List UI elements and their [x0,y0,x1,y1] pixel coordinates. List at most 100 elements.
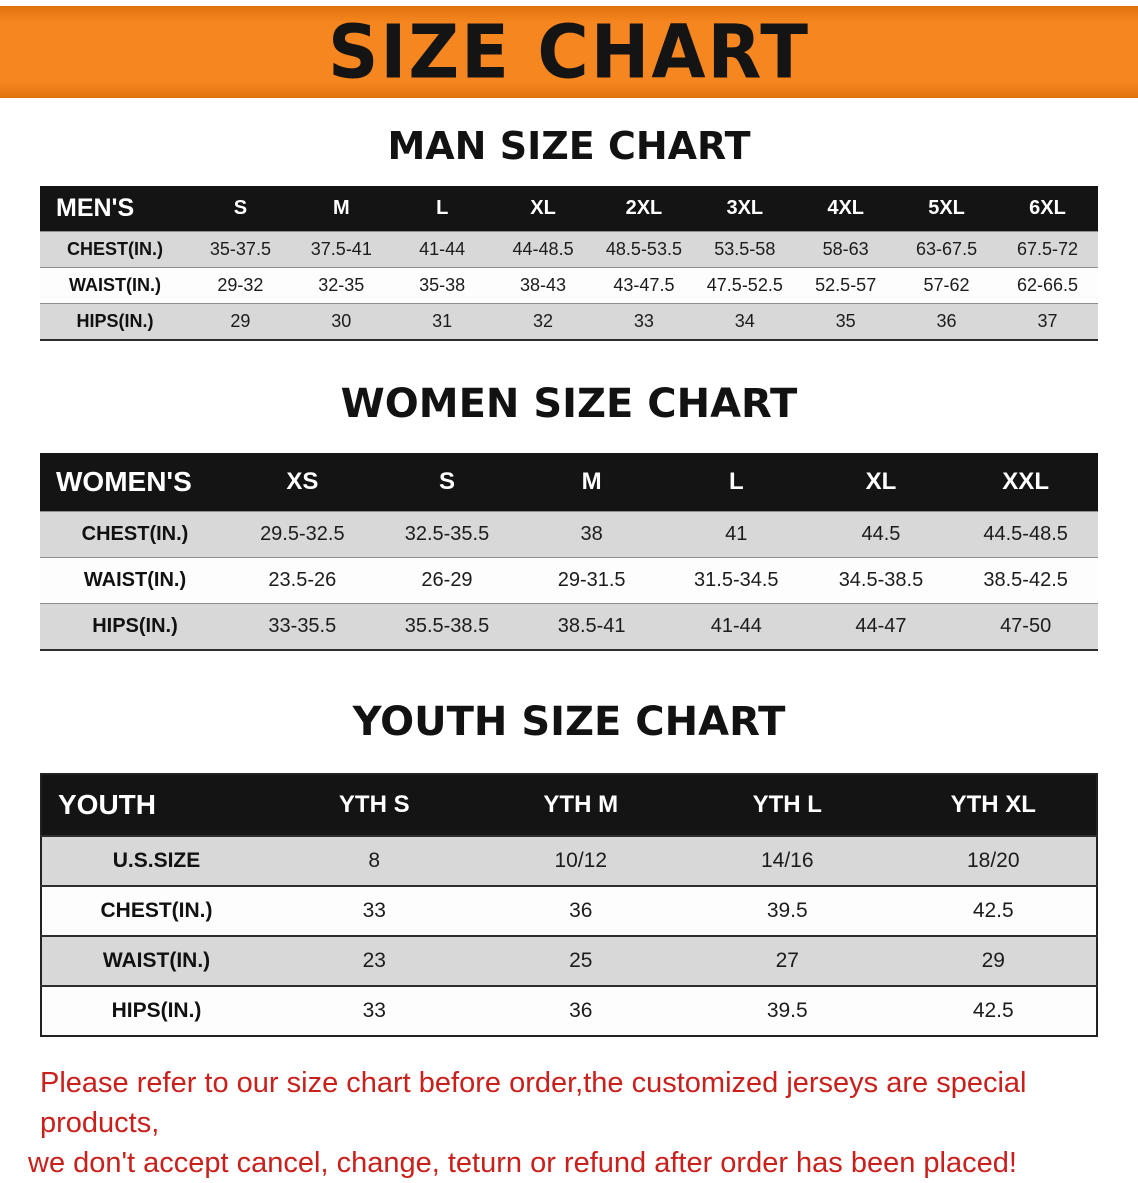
measurement-label: HIPS(IN.) [111,999,202,1022]
measurement-value: 41-44 [419,239,466,259]
measurement-value: 29 [981,949,1005,972]
measurement-value: 18/20 [966,849,1020,872]
measurement-row: CHEST(IN.) 35-37.5 37.5-41 41-44 44-48.5 48.5… [40,231,1098,268]
measurement-row: U.S.SIZE 8 10/12 14/16 18/20 [41,836,1097,886]
measurement-value: 57-62 [923,275,970,295]
measurement-value: 32 [533,311,554,331]
disclaimer-line-2: we don't accept cancel, change, teturn o… [28,1147,1017,1180]
table-header-row: YOUTH YTH S YTH M YTH L YTH XL [41,774,1097,836]
table-header-row: MEN'S S M L XL 2XL 3XL 4XL 5XL 6XL [40,186,1098,232]
size-column-header: 2XL [593,186,695,232]
measurement-value: 33-35.5 [268,615,337,637]
measurement-label: WAIST(IN.) [69,275,161,295]
measurement-value: 34.5-38.5 [838,569,924,591]
table-title-cell: WOMEN'S [40,453,230,512]
measurement-value: 29-31.5 [557,569,626,591]
size-column-header: YTH M [477,774,684,836]
measurement-value: 44-47 [855,615,907,637]
measurement-value: 36 [569,899,593,922]
measurement-row: WAIST(IN.) 23.5-26 26-29 29-31.5 31.5-34.5 34… [40,557,1098,604]
size-column-header: 5XL [896,186,997,232]
measurement-row: WAIST(IN.) 29-32 32-35 35-38 38-43 43-47.5 47.… [40,267,1098,304]
banner-title: SIZE CHART [327,8,811,96]
measurement-value: 37 [1037,311,1058,331]
measurement-value: 44-48.5 [512,239,574,259]
disclaimer-line-1: Please refer to our size chart before or… [40,1067,1027,1140]
measurement-value: 30 [331,311,352,331]
measurement-value: 37.5-41 [310,239,372,259]
measurement-row: HIPS(IN.) 33-35.5 35.5-38.5 38.5-41 41-44 44-… [40,603,1098,650]
measurement-value: 26-29 [421,569,473,591]
measurement-value: 44.5 [861,523,901,545]
size-column-header: XXL [953,453,1098,512]
measurement-label: CHEST(IN.) [100,899,213,922]
size-column-header: S [190,186,291,232]
measurement-value: 29-32 [217,275,264,295]
measurement-value: 8 [368,849,381,872]
measurement-value: 53.5-58 [714,239,776,259]
measurement-value: 33 [362,999,386,1022]
measurement-value: 35-37.5 [209,239,271,259]
measurement-value: 44.5-48.5 [983,523,1068,545]
size-column-header: YTH L [684,774,891,836]
measurement-value: 47.5-52.5 [706,275,783,295]
men-size-heading: MAN SIZE CHART [387,124,751,168]
measurement-value: 29.5-32.5 [260,523,345,545]
measurement-value: 10/12 [554,849,608,872]
measurement-row: WAIST(IN.) 23 25 27 29 [41,936,1097,986]
measurement-value: 14/16 [760,849,814,872]
measurement-value: 38-43 [520,275,567,295]
size-column-header: L [391,186,493,232]
measurement-value: 31.5-34.5 [694,569,779,591]
measurement-value: 23.5-26 [268,569,337,591]
measurement-value: 32.5-35.5 [404,523,490,545]
size-column-header: 3XL [694,186,796,232]
measurement-label: CHEST(IN.) [67,239,163,259]
measurement-label: HIPS(IN.) [92,615,178,637]
measurement-value: 35 [835,311,856,331]
size-column-header: L [663,453,809,512]
women-size-table: WOMEN'S XS S M L XL XXL CHEST(IN.) 29.5-32.5 32.5… [40,453,1098,651]
measurement-value: 41 [725,523,748,545]
youth-size-section: YOUTH SIZE CHART YOUTH YTH S YTH M YTH L YTH… [0,699,1138,1037]
size-chart-banner: SIZE CHART [0,6,1138,98]
measurement-row: HIPS(IN.) 29 30 31 32 33 34 35 36 37 [40,303,1098,340]
measurement-value: 38.5-42.5 [983,569,1068,591]
size-column-header: M [519,453,664,512]
measurement-value: 34 [734,311,755,331]
measurement-value: 58-63 [822,239,869,259]
size-column-header: XL [808,453,954,512]
measurement-value: 52.5-57 [815,275,877,295]
size-column-header: XL [492,186,594,232]
size-column-header: 6XL [997,186,1098,232]
table-title-cell: YOUTH [41,774,271,836]
disclaimer-text: Please refer to our size chart before or… [28,1063,1108,1183]
measurement-value: 25 [569,949,593,972]
youth-size-table: YOUTH YTH S YTH M YTH L YTH XL U.S.SIZE 8 10/12… [40,773,1098,1037]
women-size-heading: WOMEN SIZE CHART [340,381,798,427]
size-column-header: 4XL [795,186,897,232]
measurement-value: 23 [362,949,386,972]
women-size-section: WOMEN SIZE CHART WOMEN'S XS S M L XL XXL CHEST(… [0,381,1138,651]
measurement-value: 38.5-41 [557,615,626,637]
measurement-label: WAIST(IN.) [102,949,211,972]
measurement-value: 27 [775,949,799,972]
measurement-value: 31 [432,311,453,331]
size-column-header: M [290,186,392,232]
measurement-label: CHEST(IN.) [81,523,189,545]
measurement-value: 43-47.5 [613,275,675,295]
measurement-value: 42.5 [972,899,1014,922]
measurement-value: 35.5-38.5 [404,615,490,637]
measurement-value: 63-67.5 [916,239,978,259]
measurement-value: 29 [230,311,251,331]
measurement-value: 36 [936,311,957,331]
size-column-header: YTH S [271,774,478,836]
measurement-value: 42.5 [972,999,1014,1022]
measurement-label: U.S.SIZE [112,849,201,872]
measurement-label: HIPS(IN.) [76,311,154,331]
table-header-row: WOMEN'S XS S M L XL XXL [40,453,1098,512]
size-column-header: XS [230,453,375,512]
measurement-value: 62-66.5 [1016,275,1079,295]
measurement-value: 67.5-72 [1016,239,1079,259]
men-size-section: MAN SIZE CHART MEN'S S M L XL 2XL 3XL 4XL 5XL 6XL… [0,124,1138,341]
